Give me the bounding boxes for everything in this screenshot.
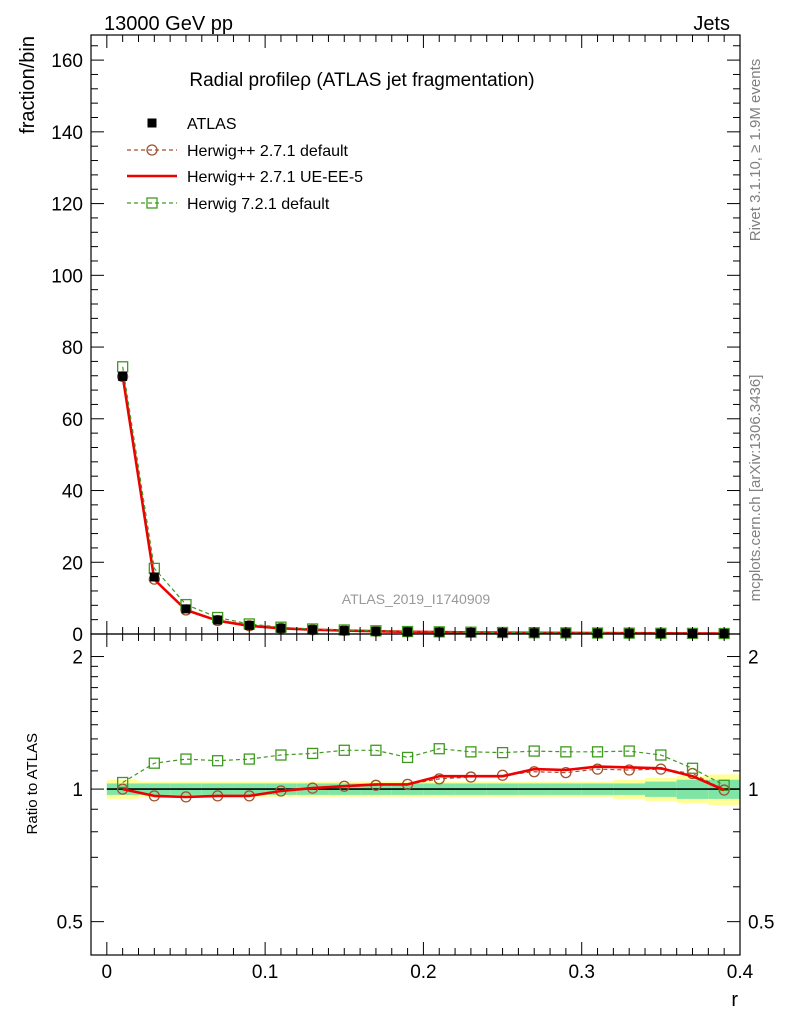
ratio-square-point xyxy=(117,776,129,789)
ratio-square-point xyxy=(370,744,382,756)
x-tick-label: 0 xyxy=(102,962,113,983)
ratio-circle-point xyxy=(623,764,635,776)
ratio-square-point xyxy=(243,753,255,765)
y-tick-label: 40 xyxy=(62,482,83,503)
ratio-square-point xyxy=(401,751,414,764)
ratio-series-line xyxy=(122,765,725,799)
ratio-tick-label-right: 2 xyxy=(748,648,759,669)
ratio-square-point xyxy=(623,745,635,757)
main-data-point xyxy=(244,620,254,630)
ratio-square-point xyxy=(528,745,540,757)
y-tick-label: 60 xyxy=(62,410,83,431)
ratio-tick-label: 1 xyxy=(72,780,83,801)
ratio-square-point xyxy=(560,746,572,758)
x-tick-label: 0.4 xyxy=(727,962,754,983)
ratio-square-point xyxy=(686,762,699,774)
legend-label: Herwig++ 2.7.1 UE-EE-5 xyxy=(187,169,363,186)
ratio-circle-point xyxy=(560,766,572,779)
x-tick-label: 0.3 xyxy=(568,962,594,983)
rivet-version-label: Rivet 3.1.10, ≥ 1.9M events xyxy=(747,59,764,242)
y-tick-label: 20 xyxy=(62,553,83,574)
main-panel: fraction/bin Radial profileρ (ATLAS jet … xyxy=(17,34,741,646)
main-data-point xyxy=(213,615,223,625)
ratio-y-axis-label: Ratio to ATLAS xyxy=(24,733,41,834)
main-y-axis-label: fraction/bin xyxy=(17,36,39,134)
ratio-square-point xyxy=(465,746,477,758)
legend: ATLAS Herwig++ 2.7.1 default Herwig++ 2.7.… xyxy=(127,116,363,213)
ratio-square-point xyxy=(148,757,160,769)
y-tick-label: 120 xyxy=(51,195,83,216)
y-tick-label: 160 xyxy=(51,51,83,72)
chart-title: Radial profileρ (ATLAS jet fragmentation… xyxy=(189,70,534,91)
legend-label: Herwig 7.2.1 default xyxy=(187,196,330,213)
ratio-square-point xyxy=(275,749,287,761)
legend-marker-square xyxy=(146,197,158,209)
process-label: Jets xyxy=(693,13,730,35)
legend-marker-circle xyxy=(146,144,158,156)
ratio-circle-point xyxy=(433,773,445,785)
x-tick-label: 0.2 xyxy=(410,962,436,983)
ratio-tick-label: 2 xyxy=(72,648,83,669)
ratio-series-square xyxy=(117,743,730,791)
ratio-square-point xyxy=(718,779,730,791)
legend-marker-data xyxy=(147,118,157,128)
ratio-square-point xyxy=(306,747,319,760)
ratio-square-point xyxy=(655,749,667,761)
energy-label: 13000 GeV pp xyxy=(104,13,233,35)
ratio-circle-point xyxy=(591,763,604,775)
ratio-square-point xyxy=(338,744,350,756)
ratio-square-point xyxy=(496,746,509,759)
y-tick-label: 140 xyxy=(51,123,83,144)
ratio-square-point xyxy=(591,746,604,758)
y-tick-label: 80 xyxy=(62,338,83,359)
main-data-point xyxy=(149,572,159,582)
legend-label: ATLAS xyxy=(187,116,237,133)
analysis-watermark: ATLAS_2019_I1740909 xyxy=(342,591,491,607)
ratio-plot-frame xyxy=(90,633,741,956)
ratio-series-layer xyxy=(117,743,730,803)
ratio-panel: Ratio to ATLAS 0.5 0.51 12 2 0 0.1 0.2 0.3 0.4 … xyxy=(24,35,774,1011)
legend-label: Herwig++ 2.7.1 default xyxy=(187,143,349,160)
ratio-tick-label: 0.5 xyxy=(57,913,83,934)
ratio-tick-label-right: 1 xyxy=(748,780,759,801)
main-square-point xyxy=(117,361,129,373)
x-tick-label: 0.1 xyxy=(252,962,278,983)
main-data-point xyxy=(181,604,191,614)
x-axis-ticks: 0 0.1 0.2 0.3 0.4 xyxy=(102,35,754,983)
ratio-circle-point xyxy=(528,766,540,778)
y-tick-label: 0 xyxy=(72,625,83,646)
x-axis-label: r xyxy=(731,989,738,1011)
y-tick-label: 100 xyxy=(51,266,83,287)
ratio-square-point xyxy=(180,753,192,765)
ratio-square-point xyxy=(433,743,445,755)
ratio-tick-label-right: 0.5 xyxy=(748,913,774,934)
main-y-ticks: 0 20 40 60 80 100 120 140 160 xyxy=(51,45,740,646)
ratio-y-ticks: 0.5 0.5 1 1 2 2 xyxy=(57,648,775,934)
mcplots-label: mcplots.cern.ch [arXiv:1306.3436] xyxy=(747,375,764,602)
ratio-square-point xyxy=(211,755,224,767)
ratio-line-line xyxy=(122,765,725,799)
main-data-point xyxy=(118,371,128,381)
